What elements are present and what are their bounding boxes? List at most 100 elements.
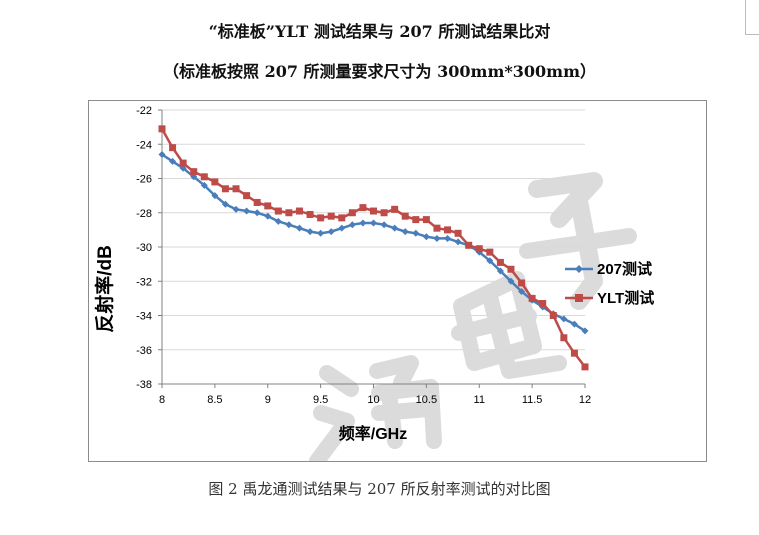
legend-label: 207测试	[597, 260, 652, 278]
data-point-ylt	[496, 258, 504, 266]
x-tick-label: 11	[474, 394, 485, 406]
data-point-207	[370, 219, 377, 227]
figure-caption: 图 2 禹龙通测试结果与 207 所反射率测试的对比图	[208, 480, 551, 498]
data-point-ylt	[295, 207, 303, 215]
x-tick-label: 8	[159, 394, 165, 406]
data-point-ylt	[549, 312, 557, 319]
data-point-207	[264, 212, 272, 220]
reflectivity-chart: -22 -24 -26 -28 -30 -32 -34 -36 -38 8 8.5 9 9.5 10 10.…	[93, 105, 654, 469]
watermark	[309, 172, 637, 469]
x-tick-label: 12	[579, 394, 591, 406]
data-point-207	[243, 207, 251, 215]
data-point-207	[518, 288, 526, 296]
data-point-ylt	[264, 202, 272, 210]
data-point-207	[253, 209, 261, 217]
data-point-ylt	[380, 209, 388, 217]
y-tick-label: -30	[136, 242, 152, 254]
data-point-207	[391, 224, 399, 232]
watermark-stroke	[519, 228, 637, 259]
data-point-207	[496, 267, 504, 275]
x-tick-label: 11.5	[522, 394, 543, 406]
y-tick-label: -26	[136, 174, 152, 186]
watermark-stroke	[528, 172, 603, 310]
data-point-ylt	[158, 125, 166, 133]
data-point-ylt	[475, 245, 483, 253]
x-tick-label: 9	[265, 394, 271, 406]
data-point-207	[169, 157, 177, 165]
data-point-ylt	[528, 294, 536, 302]
data-point-207	[444, 234, 452, 242]
data-point-207	[338, 224, 346, 232]
data-point-ylt	[348, 209, 356, 217]
x-tick-label: 10	[367, 394, 379, 406]
data-point-ylt	[444, 226, 452, 234]
data-point-ylt	[327, 212, 335, 220]
data-point-ylt	[338, 214, 346, 222]
legend-marker	[575, 265, 583, 273]
data-point-207	[285, 221, 293, 229]
data-point-ylt	[560, 334, 568, 342]
data-point-207	[359, 219, 367, 227]
watermark-stroke	[309, 355, 442, 469]
data-point-207	[348, 221, 356, 229]
chart-frame: -22 -24 -26 -28 -30 -32 -34 -36 -38 8 8.5 9 9.5 10 10.…	[88, 100, 707, 469]
data-point-ylt	[401, 212, 409, 220]
y-tick-label: -32	[136, 276, 152, 288]
data-point-207	[507, 277, 515, 285]
data-point-ylt	[232, 185, 240, 193]
y-axis-title: 反射率/dB	[93, 245, 116, 333]
data-point-207	[412, 229, 420, 237]
data-point-ylt	[422, 216, 430, 224]
data-point-ylt	[253, 198, 261, 206]
y-tick-label: -38	[136, 379, 152, 391]
data-point-207	[221, 200, 229, 208]
page-title: “标准板”YLT 测试结果与 207 所测试结果比对	[208, 22, 551, 41]
data-point-ylt	[200, 173, 208, 181]
data-point-ylt	[190, 168, 198, 176]
data-point-207	[317, 229, 325, 237]
data-point-ylt	[412, 216, 420, 224]
legend-label: YLT测试	[597, 289, 654, 307]
data-point-207	[401, 228, 409, 236]
data-point-207	[570, 320, 578, 328]
data-point-207	[581, 327, 589, 335]
data-point-ylt	[433, 224, 441, 232]
data-point-ylt	[243, 192, 251, 200]
x-tick-label: 9.5	[313, 394, 328, 406]
data-point-207	[274, 217, 282, 225]
data-point-ylt	[507, 265, 515, 273]
data-point-ylt	[570, 349, 578, 357]
data-point-ylt	[317, 214, 325, 222]
data-point-207	[454, 238, 462, 246]
data-point-ylt	[391, 205, 399, 213]
data-point-207	[422, 233, 430, 241]
data-point-207	[295, 224, 303, 232]
y-tick-label: -34	[136, 311, 152, 323]
data-point-207	[486, 257, 494, 265]
page-subtitle: （标准板按照 207 所测量要求尺寸为 300mm*300mm）	[163, 62, 596, 81]
data-point-ylt	[370, 207, 377, 215]
data-point-ylt	[359, 204, 367, 212]
data-point-ylt	[539, 300, 547, 308]
data-point-207	[433, 234, 441, 242]
data-point-ylt	[211, 178, 219, 186]
data-point-207	[200, 181, 208, 189]
data-point-ylt	[518, 279, 526, 287]
data-point-207	[306, 228, 314, 236]
data-point-207	[158, 151, 166, 159]
y-tick-label: -24	[136, 139, 152, 151]
page-corner-mark	[745, 0, 759, 35]
data-point-ylt	[274, 207, 282, 215]
data-point-ylt	[486, 248, 494, 256]
y-tick-label: -36	[136, 345, 152, 357]
y-tick-label: -22	[136, 105, 152, 117]
data-point-ylt	[306, 210, 314, 218]
data-point-ylt	[581, 363, 589, 371]
data-point-207	[380, 221, 388, 229]
data-point-ylt	[169, 144, 177, 152]
data-point-207	[327, 228, 335, 236]
data-point-207	[232, 205, 240, 213]
data-point-ylt	[465, 241, 473, 249]
data-point-ylt	[179, 159, 187, 167]
data-point-ylt	[221, 185, 229, 193]
